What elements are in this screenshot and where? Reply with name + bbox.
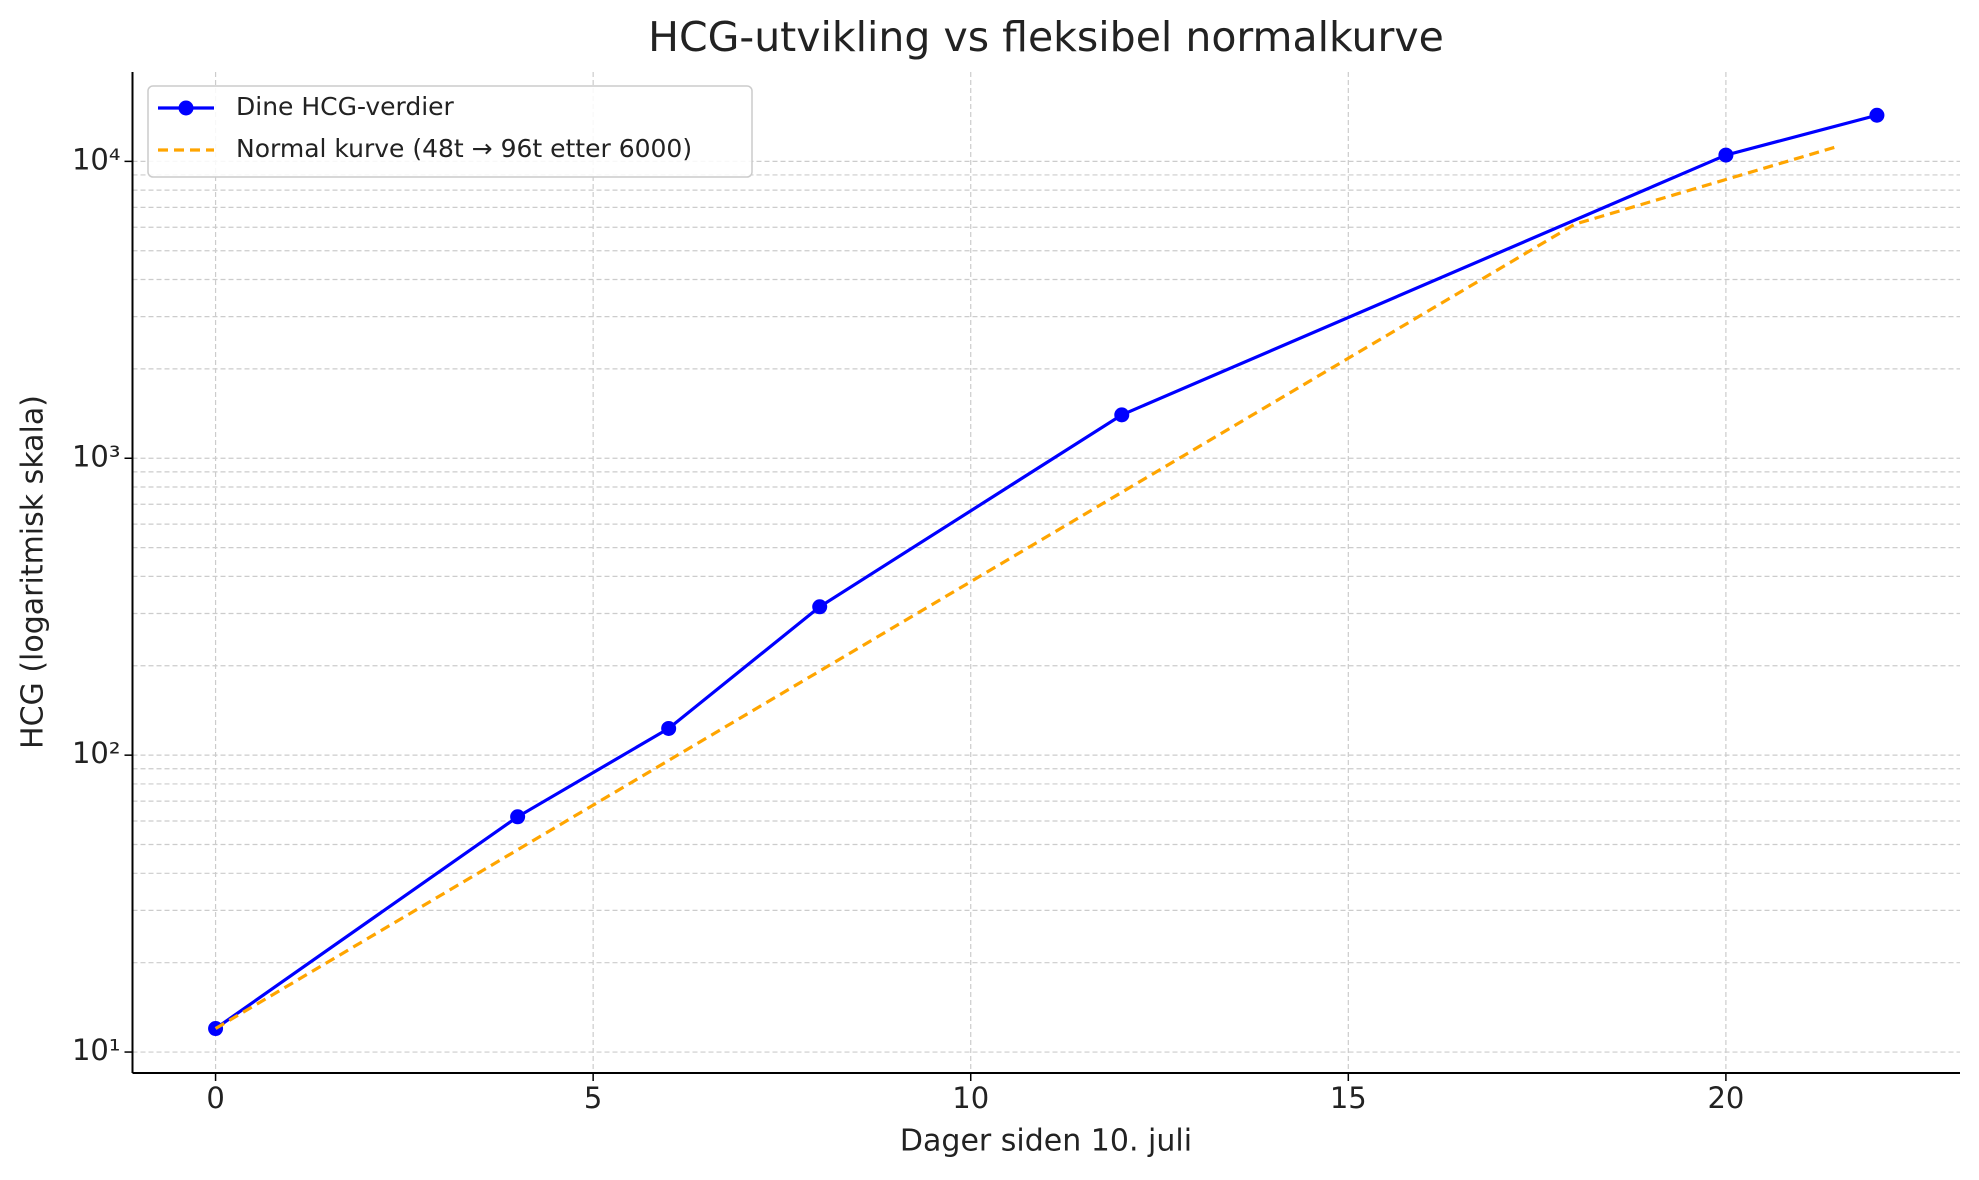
chart-title: HCG-utvikling vs fleksibel normalkurve: [648, 13, 1444, 61]
x-tick-label: 5: [584, 1081, 602, 1115]
y-tick-label: 10⁴: [72, 142, 121, 176]
series-line: [214, 144, 1840, 1030]
x-tick-label: 20: [1707, 1081, 1744, 1115]
y-tick-label: 10²: [72, 736, 121, 770]
legend-label: Dine HCG-verdier: [236, 92, 455, 121]
x-tick-label: 10: [952, 1081, 989, 1115]
legend: Dine HCG-verdier Normal kurve (48t → 96t …: [147, 85, 753, 178]
y-tick-label: 10¹: [72, 1033, 121, 1067]
series-line: [214, 113, 1878, 1030]
x-tick-label: 15: [1330, 1081, 1367, 1115]
data-point: [1869, 107, 1885, 123]
y-axis-label: HCG (logaritmisk skala): [16, 395, 51, 749]
x-tick-label: 0: [206, 1081, 224, 1115]
data-point: [1718, 147, 1734, 163]
legend-label: Normal kurve (48t → 96t etter 6000): [236, 134, 692, 163]
legend-box: [147, 85, 753, 178]
y-tick-label: 10³: [72, 439, 121, 473]
data-point: [661, 720, 677, 736]
data-point: [510, 809, 526, 825]
data-point: [1114, 407, 1130, 423]
data-point: [812, 599, 828, 615]
x-axis-label: Dager siden 10. juli: [900, 1124, 1192, 1159]
legend-marker: [178, 100, 194, 116]
